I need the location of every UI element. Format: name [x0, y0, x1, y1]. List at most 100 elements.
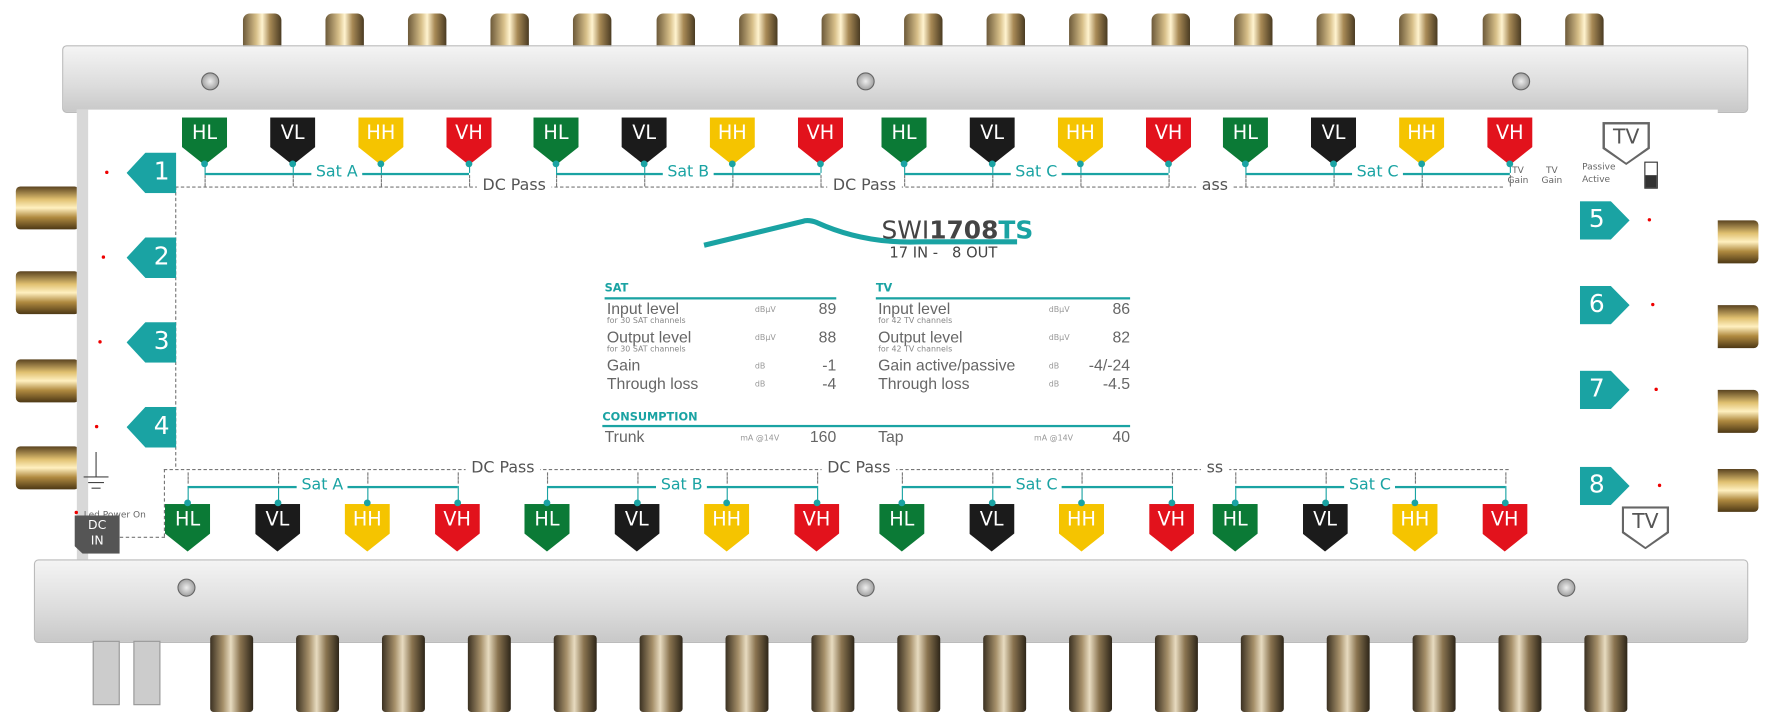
spec-label: Through loss — [878, 374, 970, 393]
tap-line — [1168, 162, 1170, 173]
tap-line — [187, 485, 189, 505]
dc-tap — [556, 175, 558, 187]
tap-dot — [988, 499, 996, 507]
coax-connector — [725, 635, 769, 712]
dc-pass-line — [163, 468, 165, 537]
tv-gain-text: Gain — [1507, 175, 1529, 186]
dc-pass-label: ass — [1196, 176, 1234, 195]
led-dot — [105, 170, 109, 175]
tap-dot — [1321, 499, 1329, 507]
dc-in-text: IN — [90, 533, 104, 549]
spec-unit: dB — [1048, 379, 1060, 389]
dc-tap — [726, 472, 728, 484]
led-dot — [1647, 218, 1652, 222]
tap-line — [468, 162, 471, 173]
spec-label: Input level — [878, 299, 951, 318]
tv-gain-text: TV — [1545, 164, 1558, 176]
tap-dot — [1167, 499, 1175, 507]
dc-tap — [1171, 472, 1173, 484]
led-dot — [94, 424, 99, 429]
tap-dot — [633, 499, 641, 507]
dc-pass-label: DC Pass — [465, 458, 541, 477]
coax-connector — [1584, 635, 1628, 712]
tv-gain-switch[interactable] — [1644, 161, 1658, 189]
tap-line — [636, 485, 638, 505]
dc-tap — [380, 175, 382, 187]
spec-label: Gain — [606, 355, 641, 375]
tap-line — [1421, 162, 1423, 173]
passive-label: Passive — [1582, 161, 1616, 172]
ground-icon — [83, 452, 109, 489]
tap-dot — [184, 499, 191, 507]
dc-tap — [468, 175, 471, 187]
tap-line — [644, 162, 646, 173]
tap-line — [367, 485, 369, 505]
coax-connector — [639, 635, 683, 712]
dc-tap — [1414, 472, 1417, 484]
coax-connector — [467, 635, 511, 712]
top-mounting-rail — [62, 45, 1749, 114]
tv-gain-text: Gain — [1541, 175, 1563, 186]
spec-unit: dBµV — [754, 333, 776, 343]
coax-connector — [553, 635, 597, 712]
screw-icon — [856, 578, 875, 597]
port-vl: VL — [270, 117, 316, 165]
sat-label: Sat A — [311, 162, 363, 181]
dc-tap — [546, 472, 549, 484]
spec-unit: dB — [754, 379, 766, 389]
dc-tap — [991, 472, 993, 484]
dc-tap — [901, 472, 903, 484]
led-dot — [74, 510, 78, 515]
dc-tap — [1325, 472, 1327, 484]
spec-value: -1 — [822, 355, 837, 375]
tap-dot — [900, 160, 908, 168]
screw-icon — [856, 72, 875, 91]
coax-connector — [1326, 635, 1370, 712]
led-dot — [1657, 483, 1662, 488]
tap-line — [1235, 485, 1237, 505]
coax-connector — [1498, 635, 1542, 712]
tv-gain-options: Passive Active — [1582, 160, 1615, 185]
dc-pass-line — [119, 536, 165, 538]
tap-line — [380, 162, 382, 173]
model-number: 1708 — [929, 216, 999, 246]
dc-pass-label: DC Pass — [476, 176, 552, 195]
tap-dot — [1078, 499, 1085, 507]
coax-connector — [1412, 635, 1456, 712]
tap-dot — [1165, 160, 1172, 168]
tap-dot — [363, 499, 371, 507]
spec-unit: dBµV — [1048, 305, 1070, 315]
tap-dot — [1076, 160, 1084, 168]
spec-label: Input level — [606, 299, 679, 318]
spec-unit: dBµV — [1048, 333, 1070, 343]
coax-connector — [897, 635, 941, 712]
tap-dot — [813, 499, 820, 507]
spec-unit: dB — [754, 361, 766, 371]
led-power-on-label: Led Power On — [74, 501, 146, 522]
tap-dot — [1418, 160, 1426, 168]
dc-pass-label: DC Pass — [827, 176, 902, 195]
tap-dot — [1241, 160, 1249, 168]
tap-line — [1325, 485, 1327, 505]
dc-tap — [1504, 472, 1506, 484]
tap-dot — [1506, 160, 1514, 168]
coax-connector — [983, 635, 1027, 712]
spec-value: 88 — [818, 327, 837, 346]
tap-dot — [552, 160, 560, 168]
dc-tap — [457, 472, 459, 484]
dc-pass-label: ss — [1200, 458, 1229, 477]
dc-tap — [904, 175, 906, 187]
tap-dot — [817, 160, 824, 168]
led-dot — [1651, 302, 1655, 307]
output-connector — [15, 271, 80, 315]
tap-line — [1245, 162, 1247, 173]
tap-dot — [988, 160, 996, 168]
tap-line — [556, 162, 558, 173]
dc-tap — [732, 175, 734, 187]
sat-label: Sat C — [1011, 475, 1063, 494]
consumption-title: CONSUMPTION — [602, 411, 698, 424]
mounting-foot — [133, 640, 161, 706]
coax-connector — [1240, 635, 1284, 712]
dc-tap — [367, 472, 369, 484]
coax-connector — [811, 635, 855, 712]
